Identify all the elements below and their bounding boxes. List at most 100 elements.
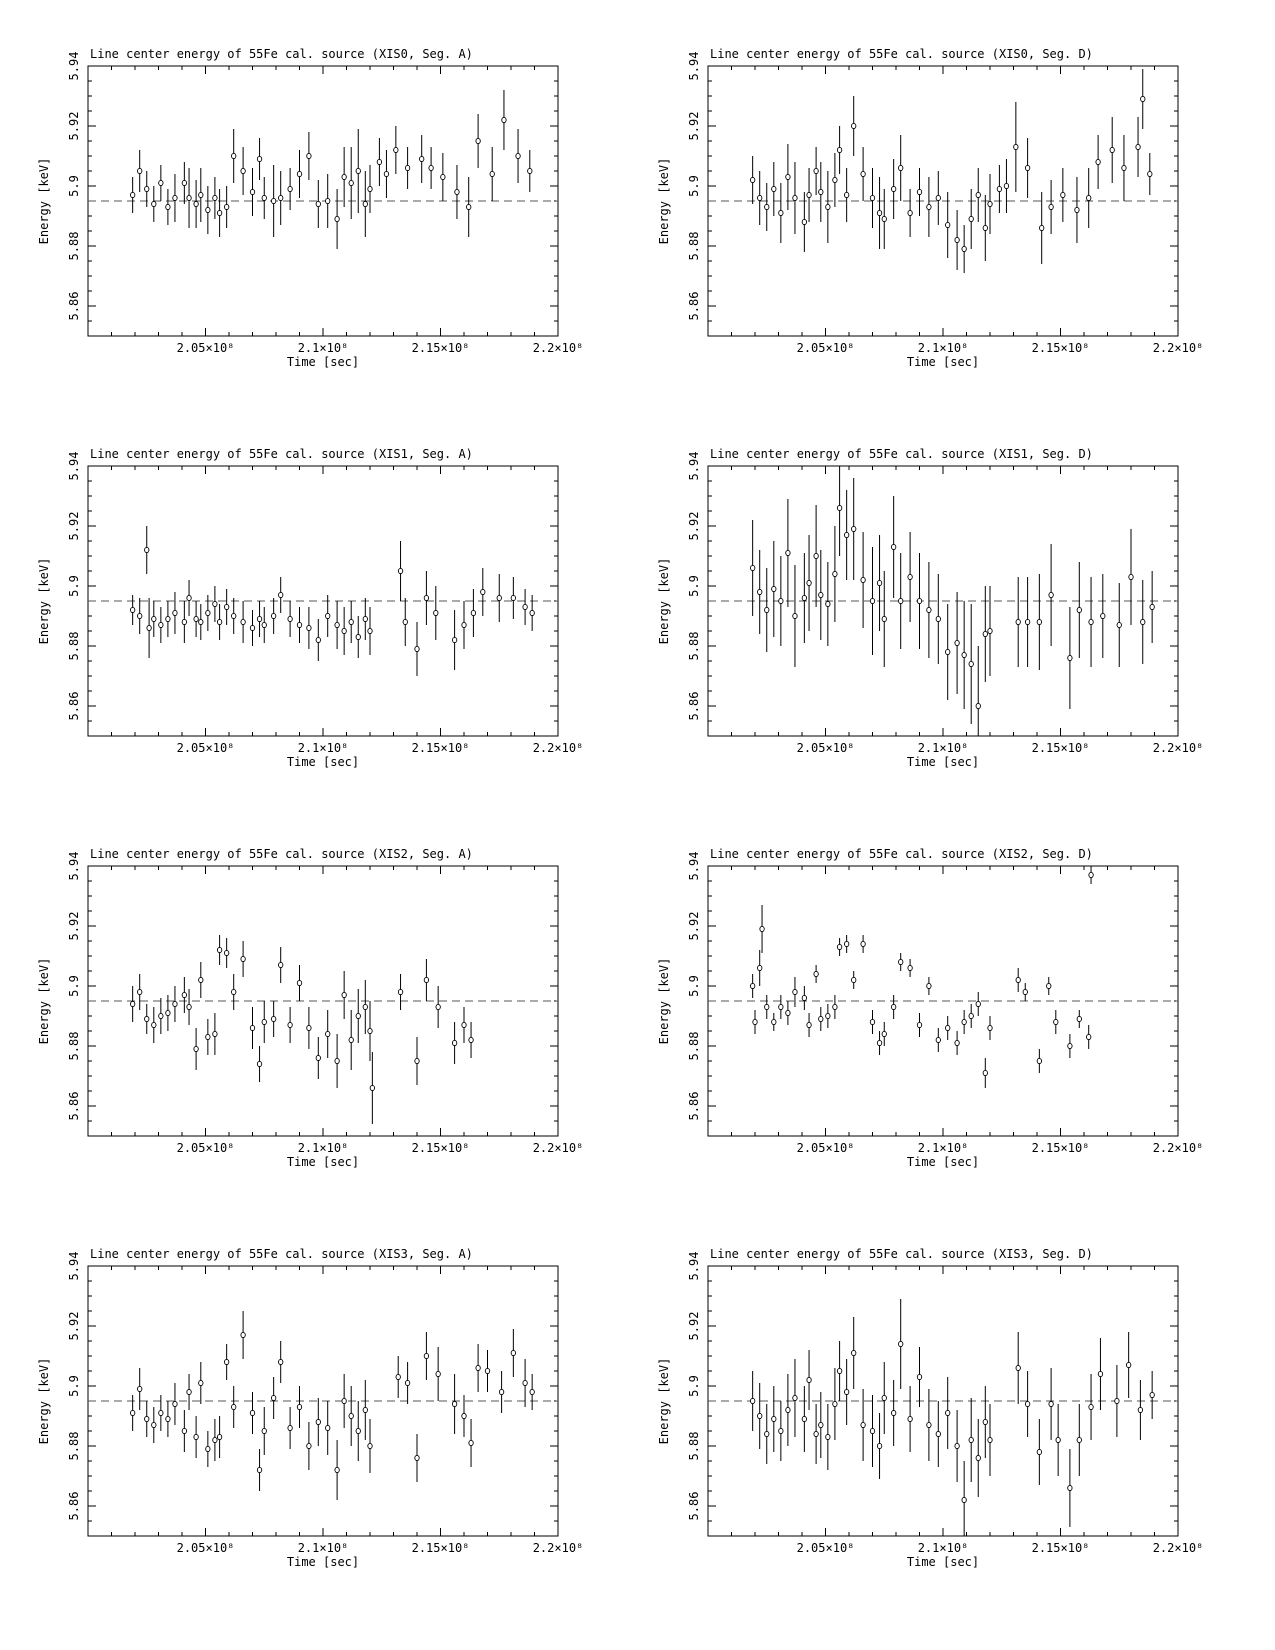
- data-point: [778, 597, 784, 605]
- y-axis-label: Energy [keV]: [37, 558, 51, 645]
- x-axis-label: Time [sec]: [907, 1155, 979, 1169]
- chart-svg: Line center energy of 55Fe cal. source (…: [657, 1247, 1203, 1569]
- data-point: [341, 627, 347, 635]
- data-point: [355, 1427, 361, 1435]
- data-point: [186, 1003, 192, 1011]
- data-point: [529, 609, 535, 617]
- chart-panel-6: Line center energy of 55Fe cal. source (…: [650, 840, 1210, 1220]
- data-point: [402, 618, 408, 626]
- data-point: [935, 1036, 941, 1044]
- data-point: [186, 594, 192, 602]
- y-axis-label: Energy [keV]: [37, 958, 51, 1045]
- data-point: [240, 955, 246, 963]
- data-point: [510, 594, 516, 602]
- data-point: [898, 958, 904, 966]
- data-point: [470, 609, 477, 617]
- data-point: [843, 191, 850, 199]
- data-point: [907, 209, 913, 217]
- y-tick-label: 5.9: [67, 175, 81, 197]
- data-point: [1067, 654, 1073, 662]
- data-point: [231, 152, 237, 160]
- data-point: [151, 200, 157, 208]
- data-point: [261, 1427, 267, 1435]
- data-point: [1053, 1018, 1059, 1026]
- data-point: [757, 1412, 763, 1420]
- x-tick-label: 2.05×10⁸: [177, 341, 235, 355]
- data-point: [172, 609, 178, 617]
- data-point: [1076, 1436, 1082, 1444]
- data-point: [158, 1409, 164, 1417]
- data-point: [181, 991, 188, 999]
- x-tick-label: 2.1×10⁸: [918, 741, 969, 755]
- data-point: [367, 185, 373, 193]
- data-point: [818, 1421, 824, 1429]
- chart-panel-4: Line center energy of 55Fe cal. source (…: [650, 440, 1210, 820]
- x-tick-label: 2.15×10⁸: [1032, 741, 1090, 755]
- y-tick-label: 5.88: [687, 1432, 701, 1461]
- data-point: [296, 1403, 303, 1411]
- data-point: [256, 1060, 263, 1068]
- data-point: [757, 588, 763, 596]
- data-point: [860, 576, 866, 584]
- data-point: [890, 185, 897, 193]
- data-point: [362, 1003, 368, 1011]
- data-series: [750, 466, 1155, 736]
- data-point: [306, 1442, 312, 1450]
- data-point: [975, 1454, 981, 1462]
- data-point: [172, 1400, 178, 1408]
- data-point: [916, 597, 923, 605]
- data-point: [480, 588, 486, 596]
- data-point: [395, 1373, 401, 1381]
- data-point: [454, 188, 460, 196]
- data-point: [325, 1424, 331, 1432]
- data-point: [1060, 191, 1066, 199]
- data-point: [146, 624, 152, 632]
- x-tick-label: 2.2×10⁸: [533, 1541, 584, 1555]
- data-point: [212, 194, 218, 202]
- data-point: [341, 1397, 347, 1405]
- data-point: [1076, 1015, 1082, 1023]
- x-tick-label: 2.15×10⁸: [1032, 1541, 1090, 1555]
- data-point: [851, 122, 857, 130]
- data-point: [151, 615, 157, 623]
- data-point: [806, 579, 812, 587]
- chart-svg: Line center energy of 55Fe cal. source (…: [657, 47, 1203, 369]
- y-tick-label: 5.86: [687, 1092, 701, 1121]
- data-point: [1100, 612, 1106, 620]
- x-tick-label: 2.05×10⁸: [177, 1541, 235, 1555]
- data-point: [1140, 95, 1146, 103]
- y-tick-label: 5.86: [67, 692, 81, 721]
- data-point: [165, 203, 171, 211]
- data-point: [785, 1009, 791, 1017]
- data-point: [806, 191, 812, 199]
- data-point: [296, 979, 303, 987]
- x-tick-label: 2.1×10⁸: [298, 741, 349, 755]
- data-point: [818, 1015, 824, 1023]
- data-point: [1046, 982, 1052, 990]
- chart-title: Line center energy of 55Fe cal. source (…: [710, 47, 1093, 61]
- data-point: [843, 531, 850, 539]
- data-point: [278, 591, 284, 599]
- data-point: [1135, 143, 1141, 151]
- data-point: [801, 594, 808, 602]
- data-point: [249, 188, 256, 196]
- data-point: [522, 1379, 528, 1387]
- data-point: [306, 624, 312, 632]
- data-point: [198, 1379, 204, 1387]
- data-point: [186, 194, 192, 202]
- data-point: [249, 1409, 256, 1417]
- x-axis-label: Time [sec]: [287, 1155, 359, 1169]
- data-point: [792, 1394, 798, 1402]
- data-point: [869, 597, 876, 605]
- data-point: [851, 1349, 857, 1357]
- data-point: [362, 200, 368, 208]
- data-point: [423, 594, 430, 602]
- chart-title: Line center energy of 55Fe cal. source (…: [710, 1247, 1093, 1261]
- data-point: [529, 1388, 535, 1396]
- data-point: [987, 200, 993, 208]
- data-point: [860, 940, 866, 948]
- y-tick-label: 5.9: [687, 1375, 701, 1397]
- y-axis-label: Energy [keV]: [657, 558, 671, 645]
- data-point: [165, 1415, 171, 1423]
- data-point: [876, 1442, 883, 1450]
